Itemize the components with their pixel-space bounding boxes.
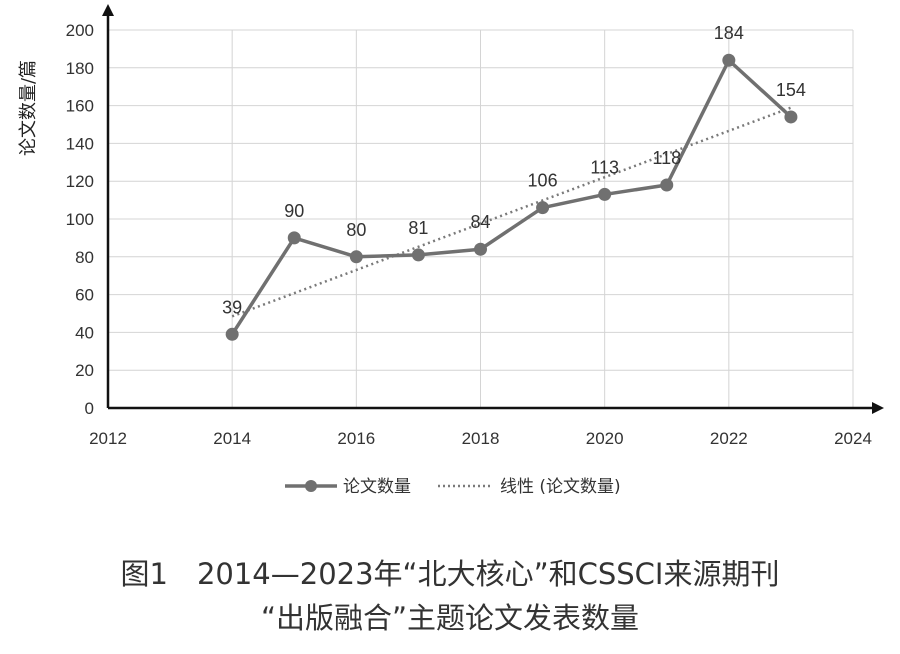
y-tick-label: 100 (66, 210, 94, 229)
axes (102, 4, 884, 414)
data-label: 118 (652, 148, 681, 168)
data-point (474, 242, 487, 256)
legend: 论文数量 线性 (论文数量) (285, 477, 621, 497)
legend-label-trend: 线性 (论文数量) (500, 477, 621, 497)
x-tick-label: 2024 (834, 429, 872, 448)
data-point (722, 53, 736, 67)
data-point (660, 178, 674, 192)
y-tick-label: 200 (66, 21, 94, 40)
y-tick-label: 60 (75, 286, 94, 305)
data-label: 80 (346, 220, 366, 240)
data-point (411, 248, 425, 262)
data-point (225, 327, 239, 341)
data-label: 90 (284, 201, 304, 221)
trendline-segment (231, 106, 792, 318)
data-points (225, 53, 798, 341)
y-tick-label: 120 (66, 172, 94, 191)
data-label: 113 (590, 157, 619, 177)
y-axis-arrow (102, 4, 114, 16)
data-label: 81 (408, 218, 428, 238)
y-tick-label: 160 (66, 97, 94, 116)
y-tick-labels: 0 20 40 60 80 100 120 140 160 180 200 (66, 21, 94, 418)
x-tick-label: 2012 (89, 429, 127, 448)
y-tick-label: 180 (66, 59, 94, 78)
y-tick-label: 40 (75, 323, 94, 342)
data-point (598, 187, 612, 201)
series-line (230, 58, 793, 336)
figure-caption: 图1 2014—2023年“北大核心”和CSSCI来源期刊 “出版融合”主题论文… (0, 552, 900, 640)
y-tick-label: 140 (66, 134, 94, 153)
y-tick-label: 0 (85, 399, 94, 418)
grid-lines (108, 29, 854, 408)
data-label: 184 (714, 23, 744, 43)
trendline (231, 106, 792, 318)
data-point (287, 231, 301, 245)
y-axis-label: 论文数量/篇 (18, 60, 39, 156)
y-tick-label: 20 (75, 361, 94, 380)
x-tick-label: 2020 (586, 429, 624, 448)
data-point (349, 250, 363, 264)
data-label: 39 (222, 297, 242, 317)
data-point (536, 201, 550, 215)
data-label: 84 (470, 212, 490, 232)
caption-line-1: 图1 2014—2023年“北大核心”和CSSCI来源期刊 (120, 557, 780, 591)
data-label: 154 (776, 80, 806, 100)
x-tick-label: 2016 (337, 429, 375, 448)
x-axis-arrow (872, 402, 884, 414)
x-tick-labels: 2012 2014 2016 2018 2020 2022 2024 (89, 429, 872, 448)
series-polyline (230, 58, 793, 336)
data-point (784, 110, 798, 124)
legend-marker-series (305, 480, 317, 492)
legend-label-series: 论文数量 (343, 477, 411, 497)
x-tick-label: 2018 (462, 429, 500, 448)
x-tick-label: 2022 (710, 429, 748, 448)
line-chart: 0 20 40 60 80 100 120 140 160 180 200 2012 2014 2016… (18, 4, 884, 497)
x-tick-label: 2014 (213, 429, 251, 448)
data-label: 106 (528, 171, 558, 191)
data-labels: 39 90 80 81 84 106 113 118 184 154 (222, 23, 806, 317)
caption-line-2: “出版融合”主题论文发表数量 (260, 601, 640, 635)
y-tick-label: 80 (75, 248, 94, 267)
